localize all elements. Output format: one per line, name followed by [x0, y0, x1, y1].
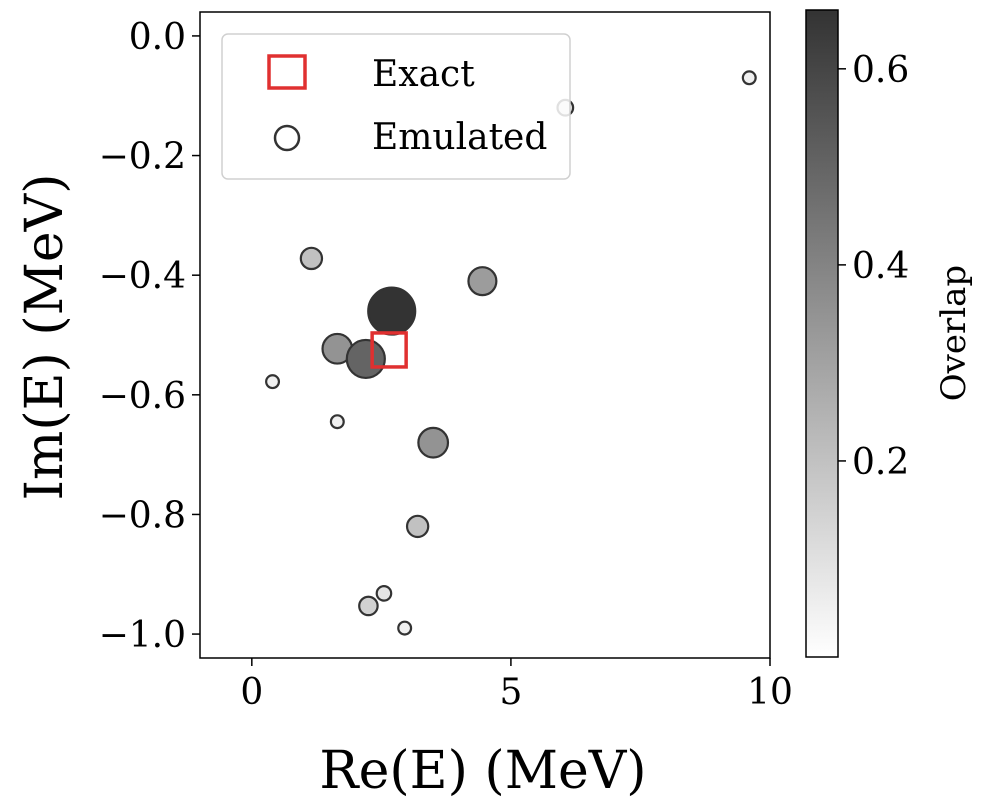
emulated-point — [299, 246, 324, 271]
y-tick-label: −0.4 — [99, 256, 186, 297]
exact-point — [370, 331, 408, 369]
emulated-point — [397, 620, 413, 636]
emulated-point — [345, 338, 386, 380]
x-tick-label: 5 — [499, 672, 522, 713]
emulated-point — [417, 426, 450, 459]
legend-emulated-label: Emulated — [372, 117, 547, 158]
emulated-point — [367, 286, 417, 336]
colorbar-gradient — [805, 9, 839, 658]
colorbar-label: Overlap — [934, 265, 974, 401]
x-tick-label: 0 — [240, 672, 263, 713]
emulated-point — [375, 585, 393, 602]
x-axis-ticks: 0 5 10 — [240, 658, 793, 713]
emulated-point — [467, 266, 498, 297]
emulated-point — [358, 595, 379, 617]
emulated-point — [741, 70, 757, 86]
legend-emulated-marker — [273, 124, 301, 152]
x-axis-label: Re(E) (MeV) — [319, 741, 646, 801]
colorbar: 0.2 0.4 0.6 Overlap — [805, 9, 974, 658]
colorbar-tick-label: 0.6 — [852, 50, 909, 91]
y-tick-label: −0.6 — [99, 376, 186, 417]
colorbar-ticks: 0.2 0.4 0.6 — [838, 50, 909, 483]
colorbar-tick-label: 0.4 — [852, 246, 909, 287]
legend-exact-label: Exact — [372, 54, 475, 95]
y-tick-label: −0.8 — [99, 495, 186, 536]
data-points — [265, 70, 757, 636]
legend-box — [221, 33, 571, 180]
y-axis-label: Im(E) (MeV) — [15, 173, 75, 500]
x-tick-label: 10 — [747, 672, 793, 713]
emulated-point — [329, 414, 345, 430]
y-tick-label: 0.0 — [129, 17, 186, 58]
legend: Exact Emulated — [221, 33, 571, 180]
y-tick-label: −0.2 — [99, 137, 186, 178]
y-tick-label: −1.0 — [99, 615, 186, 656]
emulated-point — [405, 514, 430, 539]
y-axis-ticks: 0.0 −0.2 −0.4 −0.6 −0.8 −1.0 — [99, 17, 200, 656]
colorbar-tick-label: 0.2 — [852, 442, 909, 483]
legend-exact-marker — [267, 54, 307, 90]
emulated-point — [265, 374, 281, 390]
